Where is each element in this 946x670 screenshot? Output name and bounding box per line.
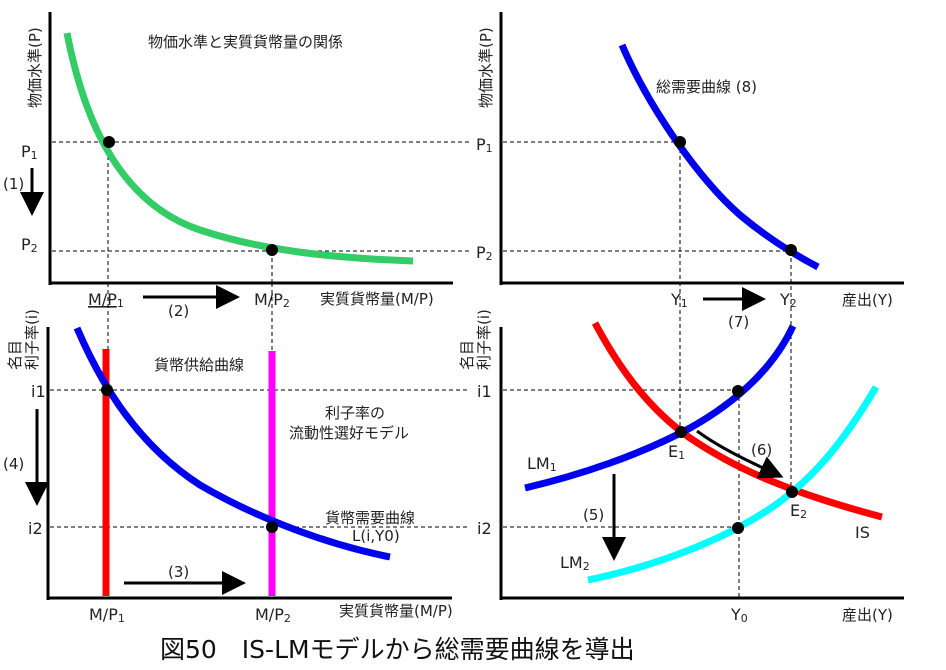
point-e2 bbox=[786, 486, 798, 498]
panel-aggregate-demand: 総需要曲線 (8) 物価水準(P) P1 P2 Y1 Y2 (7) 産出(Y) bbox=[476, 12, 904, 492]
y-axis-label-line1: 名目 bbox=[458, 340, 476, 370]
panel-title: 物価水準と実質貨幣量の関係 bbox=[148, 33, 343, 51]
x-axis-label: 産出(Y) bbox=[842, 291, 893, 309]
x-tick-mp2: M/P2 bbox=[254, 290, 290, 310]
point-p2 bbox=[266, 244, 278, 256]
point-e1 bbox=[675, 426, 687, 438]
model-label-line1: 利子率の bbox=[325, 404, 385, 422]
money-demand-curve bbox=[73, 326, 391, 561]
y-tick-i2: i2 bbox=[28, 519, 43, 538]
point-i1 bbox=[101, 384, 113, 396]
lm1-curve bbox=[524, 324, 797, 492]
demand-curve-label-line1: 貨幣需要曲線 bbox=[325, 509, 415, 527]
step-6-label: (6) bbox=[751, 441, 772, 459]
e1-label: E1 bbox=[668, 442, 685, 462]
point-y0-i1 bbox=[732, 385, 744, 397]
x-tick-y1: Y1 bbox=[670, 290, 688, 310]
x-tick-mp2: M/P2 bbox=[255, 605, 291, 625]
point-i2 bbox=[266, 521, 278, 533]
y-tick-p1: P1 bbox=[476, 135, 493, 155]
model-label-line2: 流動性選好モデル bbox=[289, 424, 409, 442]
figure-caption: 図50 IS-LMモデルから総需要曲線を導出 bbox=[160, 635, 635, 664]
lm1-label: LM1 bbox=[527, 454, 557, 474]
step-4-label: (4) bbox=[3, 455, 24, 473]
point-p1 bbox=[103, 136, 115, 148]
point-y0-i2 bbox=[732, 522, 744, 534]
panel-liquidity-preference: 名目 利子率(i) i1 i2 (4) 貨幣供給曲線 利子率の 流動性選好モデル… bbox=[3, 283, 470, 625]
supply-curve-label: 貨幣供給曲線 bbox=[154, 356, 244, 374]
demand-curve-label-line2: L(i,Y0) bbox=[352, 527, 400, 545]
is-curve bbox=[591, 321, 883, 521]
x-tick-mp1: M/P1 bbox=[88, 290, 124, 310]
point-y1-p1 bbox=[674, 136, 686, 148]
is-label: IS bbox=[855, 523, 870, 542]
panel-is-lm: 名目 利子率(i) i1 i2 LM1 LM2 IS E1 E2 (5) (6)… bbox=[458, 309, 904, 625]
step-1-label: (1) bbox=[3, 175, 24, 193]
y-axis-label-line2: 利子率(i) bbox=[475, 309, 493, 370]
y-axis-label: 物価水準(P) bbox=[26, 27, 44, 108]
y-tick-i1: i1 bbox=[477, 382, 492, 401]
y-tick-p1: P1 bbox=[21, 142, 38, 162]
x-tick-y0: Y0 bbox=[730, 605, 748, 625]
x-tick-y2: Y2 bbox=[779, 290, 797, 310]
x-axis-label: 産出(Y) bbox=[842, 606, 893, 624]
lm2-label: LM2 bbox=[560, 553, 590, 573]
step-2-label: (2) bbox=[168, 302, 189, 320]
y-axis-label-line2: 利子率(i) bbox=[23, 309, 41, 370]
x-tick-mp1: M/P1 bbox=[89, 605, 125, 625]
step-7-label: (7) bbox=[728, 313, 749, 331]
y-axis-label: 物価水準(P) bbox=[477, 27, 495, 108]
x-axis-label: 実質貨幣量(M/P) bbox=[339, 602, 453, 620]
point-y2-p2 bbox=[785, 244, 797, 256]
y-tick-p2: P2 bbox=[21, 235, 38, 255]
y-axis-label-line1: 名目 bbox=[6, 340, 24, 370]
lm2-curve bbox=[587, 385, 880, 584]
panel-price-vs-real-money: 物価水準と実質貨幣量の関係 物価水準(P) P1 P2 (1) M/P1 M/P… bbox=[3, 12, 470, 320]
y-tick-i1: i1 bbox=[31, 382, 46, 401]
e2-label: E2 bbox=[790, 501, 807, 521]
green-curve bbox=[63, 32, 414, 265]
step-5-label: (5) bbox=[583, 506, 604, 524]
arrow-diag-6 bbox=[696, 429, 784, 479]
x-axis-label: 実質貨幣量(M/P) bbox=[320, 290, 434, 308]
y-tick-p2: P2 bbox=[476, 243, 493, 263]
curve-label: 総需要曲線 (8) bbox=[656, 78, 757, 96]
step-3-label: (3) bbox=[168, 563, 189, 581]
y-tick-i2: i2 bbox=[477, 519, 492, 538]
